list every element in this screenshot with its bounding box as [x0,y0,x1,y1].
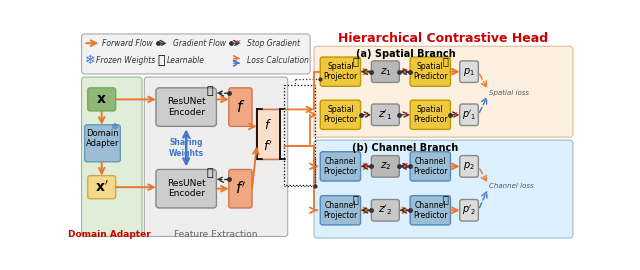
FancyBboxPatch shape [156,170,216,208]
Text: $p_1$: $p_1$ [463,66,475,78]
Text: Gradient Flow: Gradient Flow [173,39,226,48]
FancyBboxPatch shape [460,156,478,177]
Text: $f$: $f$ [236,99,245,115]
FancyBboxPatch shape [88,88,116,111]
Text: Channel
Projector: Channel Projector [323,157,358,176]
Text: 🔥: 🔥 [207,168,214,178]
Text: ❄: ❄ [110,122,118,132]
Text: Feature Extraction: Feature Extraction [174,230,257,239]
Text: Spatial loss: Spatial loss [489,89,529,96]
FancyBboxPatch shape [81,77,142,237]
FancyBboxPatch shape [371,104,399,126]
FancyBboxPatch shape [410,152,451,181]
Text: Sharing
Weights: Sharing Weights [168,138,204,158]
FancyBboxPatch shape [229,88,252,126]
Text: $z'_2$: $z'_2$ [378,203,392,217]
Text: ✕: ✕ [364,164,369,169]
FancyBboxPatch shape [320,196,360,225]
FancyBboxPatch shape [320,152,360,181]
Text: 🔥: 🔥 [353,194,359,204]
Text: $f'$: $f'$ [235,180,246,197]
FancyBboxPatch shape [320,100,360,129]
Text: Spatial
Projector: Spatial Projector [323,105,358,124]
Text: ✕: ✕ [235,41,241,46]
Text: ✕: ✕ [402,164,407,169]
FancyBboxPatch shape [371,61,399,82]
Text: 🔥: 🔥 [207,86,214,96]
FancyBboxPatch shape [410,100,451,129]
FancyBboxPatch shape [410,196,451,225]
Text: 🔥: 🔥 [443,194,449,204]
FancyBboxPatch shape [145,77,288,237]
FancyBboxPatch shape [460,61,478,82]
Text: Channel loss: Channel loss [489,183,534,189]
Text: $f$: $f$ [264,118,272,132]
Text: $z'_1$: $z'_1$ [378,108,392,122]
FancyBboxPatch shape [229,170,252,208]
Text: $z_1$: $z_1$ [380,66,391,77]
Text: Domain
Adapter: Domain Adapter [86,129,119,148]
Text: Frozen Weights: Frozen Weights [95,56,155,65]
Text: Forward Flow: Forward Flow [102,39,152,48]
FancyBboxPatch shape [371,200,399,221]
Text: $p_2$: $p_2$ [463,160,475,172]
FancyBboxPatch shape [314,46,573,137]
Text: 🔥: 🔥 [157,54,165,68]
Text: ✕: ✕ [364,112,369,117]
Text: $p'_1$: $p'_1$ [461,108,476,122]
FancyBboxPatch shape [81,34,310,74]
FancyBboxPatch shape [410,57,451,86]
Text: Spatial
Predictor: Spatial Predictor [413,62,447,81]
Text: Spatial
Projector: Spatial Projector [323,62,358,81]
Text: ✕: ✕ [452,112,458,117]
FancyBboxPatch shape [314,140,573,238]
Text: Spatial
Predictor: Spatial Predictor [413,105,447,124]
FancyBboxPatch shape [257,109,280,160]
Text: $\mathbf{x}$: $\mathbf{x}$ [97,92,107,106]
Text: ✕: ✕ [402,69,407,74]
Text: ResUNet
Encoder: ResUNet Encoder [167,179,205,198]
Text: (b) Channel Branch: (b) Channel Branch [353,143,459,153]
Text: Learnable: Learnable [167,56,205,65]
FancyBboxPatch shape [84,125,120,162]
Text: 🔥: 🔥 [353,56,359,66]
Text: Channel
Predictor: Channel Predictor [413,201,447,220]
Text: Channel
Projector: Channel Projector [323,201,358,220]
Text: $z_2$: $z_2$ [380,160,391,172]
Text: $p'_2$: $p'_2$ [462,203,476,217]
FancyBboxPatch shape [460,200,478,221]
Text: Loss Calculation: Loss Calculation [246,56,308,65]
Text: Stop Gradient: Stop Gradient [246,39,300,48]
FancyBboxPatch shape [88,176,116,199]
Bar [284,85,315,185]
Text: Hierarchical Contrastive Head: Hierarchical Contrastive Head [338,32,548,45]
Text: $\mathbf{x'}$: $\mathbf{x'}$ [95,180,109,195]
Text: Channel
Predictor: Channel Predictor [413,157,447,176]
Text: (a) Spatial Branch: (a) Spatial Branch [356,49,455,59]
Text: ✕: ✕ [402,112,407,117]
Text: 🔥: 🔥 [443,56,449,66]
Text: ❄: ❄ [85,54,95,68]
Text: ResUNet
Encoder: ResUNet Encoder [167,97,205,117]
FancyBboxPatch shape [156,88,216,126]
FancyBboxPatch shape [460,104,478,126]
Text: $f'$: $f'$ [264,139,273,154]
Text: Domain Adapter: Domain Adapter [68,230,151,239]
FancyBboxPatch shape [371,156,399,177]
Text: ✕: ✕ [402,164,407,169]
FancyBboxPatch shape [320,57,360,86]
